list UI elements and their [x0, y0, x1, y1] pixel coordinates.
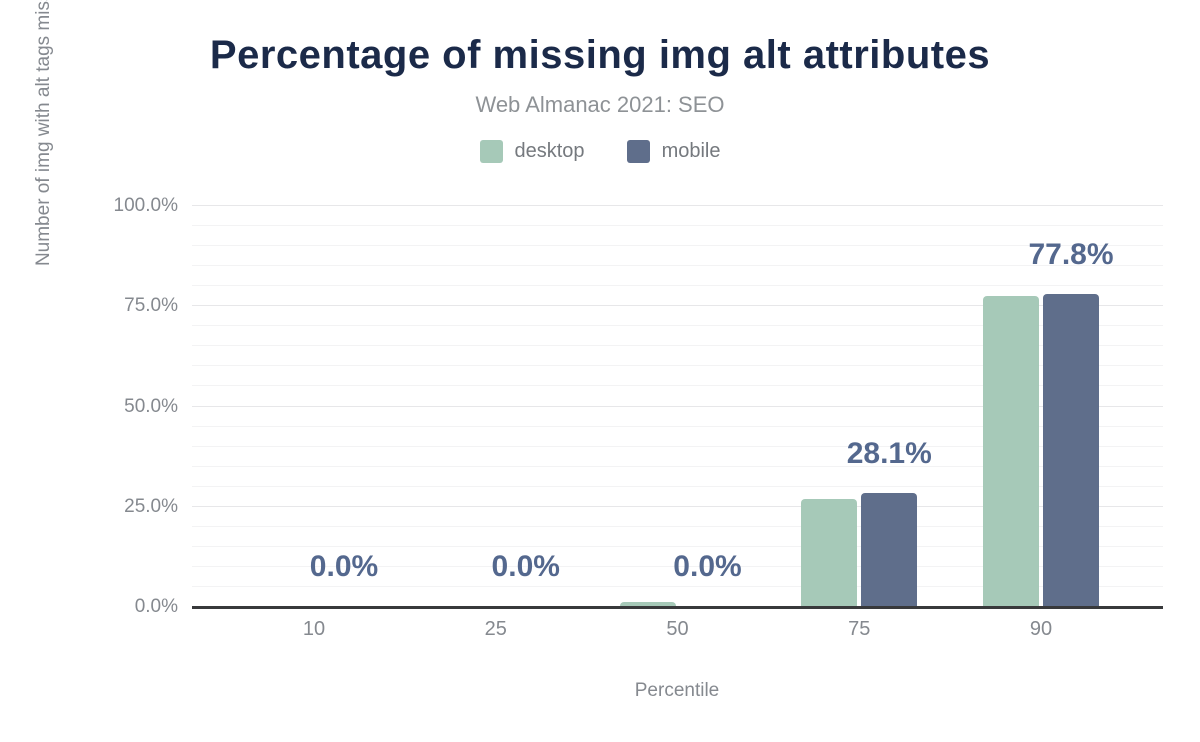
gridline	[192, 525, 1163, 527]
x-tick-label: 90	[1029, 618, 1053, 640]
data-label: 28.1%	[846, 437, 932, 471]
y-tick-label: 75.0%	[124, 295, 178, 317]
bar-desktop-75[interactable]	[801, 498, 858, 606]
gridline	[192, 365, 1163, 367]
gridline	[192, 205, 1163, 206]
bar-desktop-50[interactable]	[619, 601, 676, 606]
chart-subtitle: Web Almanac 2021: SEO	[475, 92, 725, 117]
gridline	[192, 265, 1163, 267]
x-tick-label: 10	[302, 618, 326, 640]
desktop-swatch-icon	[479, 139, 503, 163]
y-tick-label: 50.0%	[124, 395, 178, 417]
legend-item-mobile[interactable]: mobile	[626, 139, 721, 163]
gridline	[192, 325, 1163, 327]
mobile-swatch-icon	[626, 139, 650, 163]
y-tick-label: 0.0%	[134, 596, 178, 617]
x-axis-title: Percentile	[634, 680, 720, 701]
gridline	[192, 425, 1163, 427]
legend-label-desktop: desktop	[514, 139, 585, 162]
legend-item-desktop[interactable]: desktop	[479, 139, 585, 163]
bar-desktop-90[interactable]	[983, 296, 1039, 606]
gridline	[192, 445, 1163, 447]
data-label: 77.8%	[1028, 238, 1114, 272]
x-tick-label: 75	[848, 618, 871, 640]
gridline	[192, 585, 1163, 587]
x-tick-label: 50	[666, 618, 689, 640]
x-tick-label: 25	[484, 618, 507, 640]
data-label: 0.0%	[491, 550, 560, 583]
gridline	[192, 385, 1163, 387]
bar-mobile-75[interactable]	[861, 493, 918, 606]
legend: desktop mobile	[0, 138, 1200, 164]
gridline	[192, 505, 1163, 507]
y-tick-label: 100.0%	[113, 195, 178, 216]
gridline	[192, 465, 1163, 467]
gridline	[192, 245, 1163, 247]
data-label: 0.0%	[673, 550, 742, 583]
gridline	[192, 225, 1163, 227]
gridline	[192, 565, 1163, 567]
gridline	[192, 545, 1163, 547]
gridline	[192, 485, 1163, 487]
gridline	[192, 305, 1163, 307]
gridline	[192, 405, 1163, 407]
x-axis-line	[192, 606, 1163, 609]
legend-label-mobile: mobile	[661, 139, 721, 162]
data-label: 0.0%	[309, 550, 379, 583]
y-tick-label: 25.0%	[124, 495, 178, 517]
bar-mobile-90[interactable]	[1043, 294, 1099, 606]
chart-title: Percentage of missing img alt attributes	[209, 33, 991, 77]
gridline	[192, 285, 1163, 287]
gridline	[192, 345, 1163, 347]
